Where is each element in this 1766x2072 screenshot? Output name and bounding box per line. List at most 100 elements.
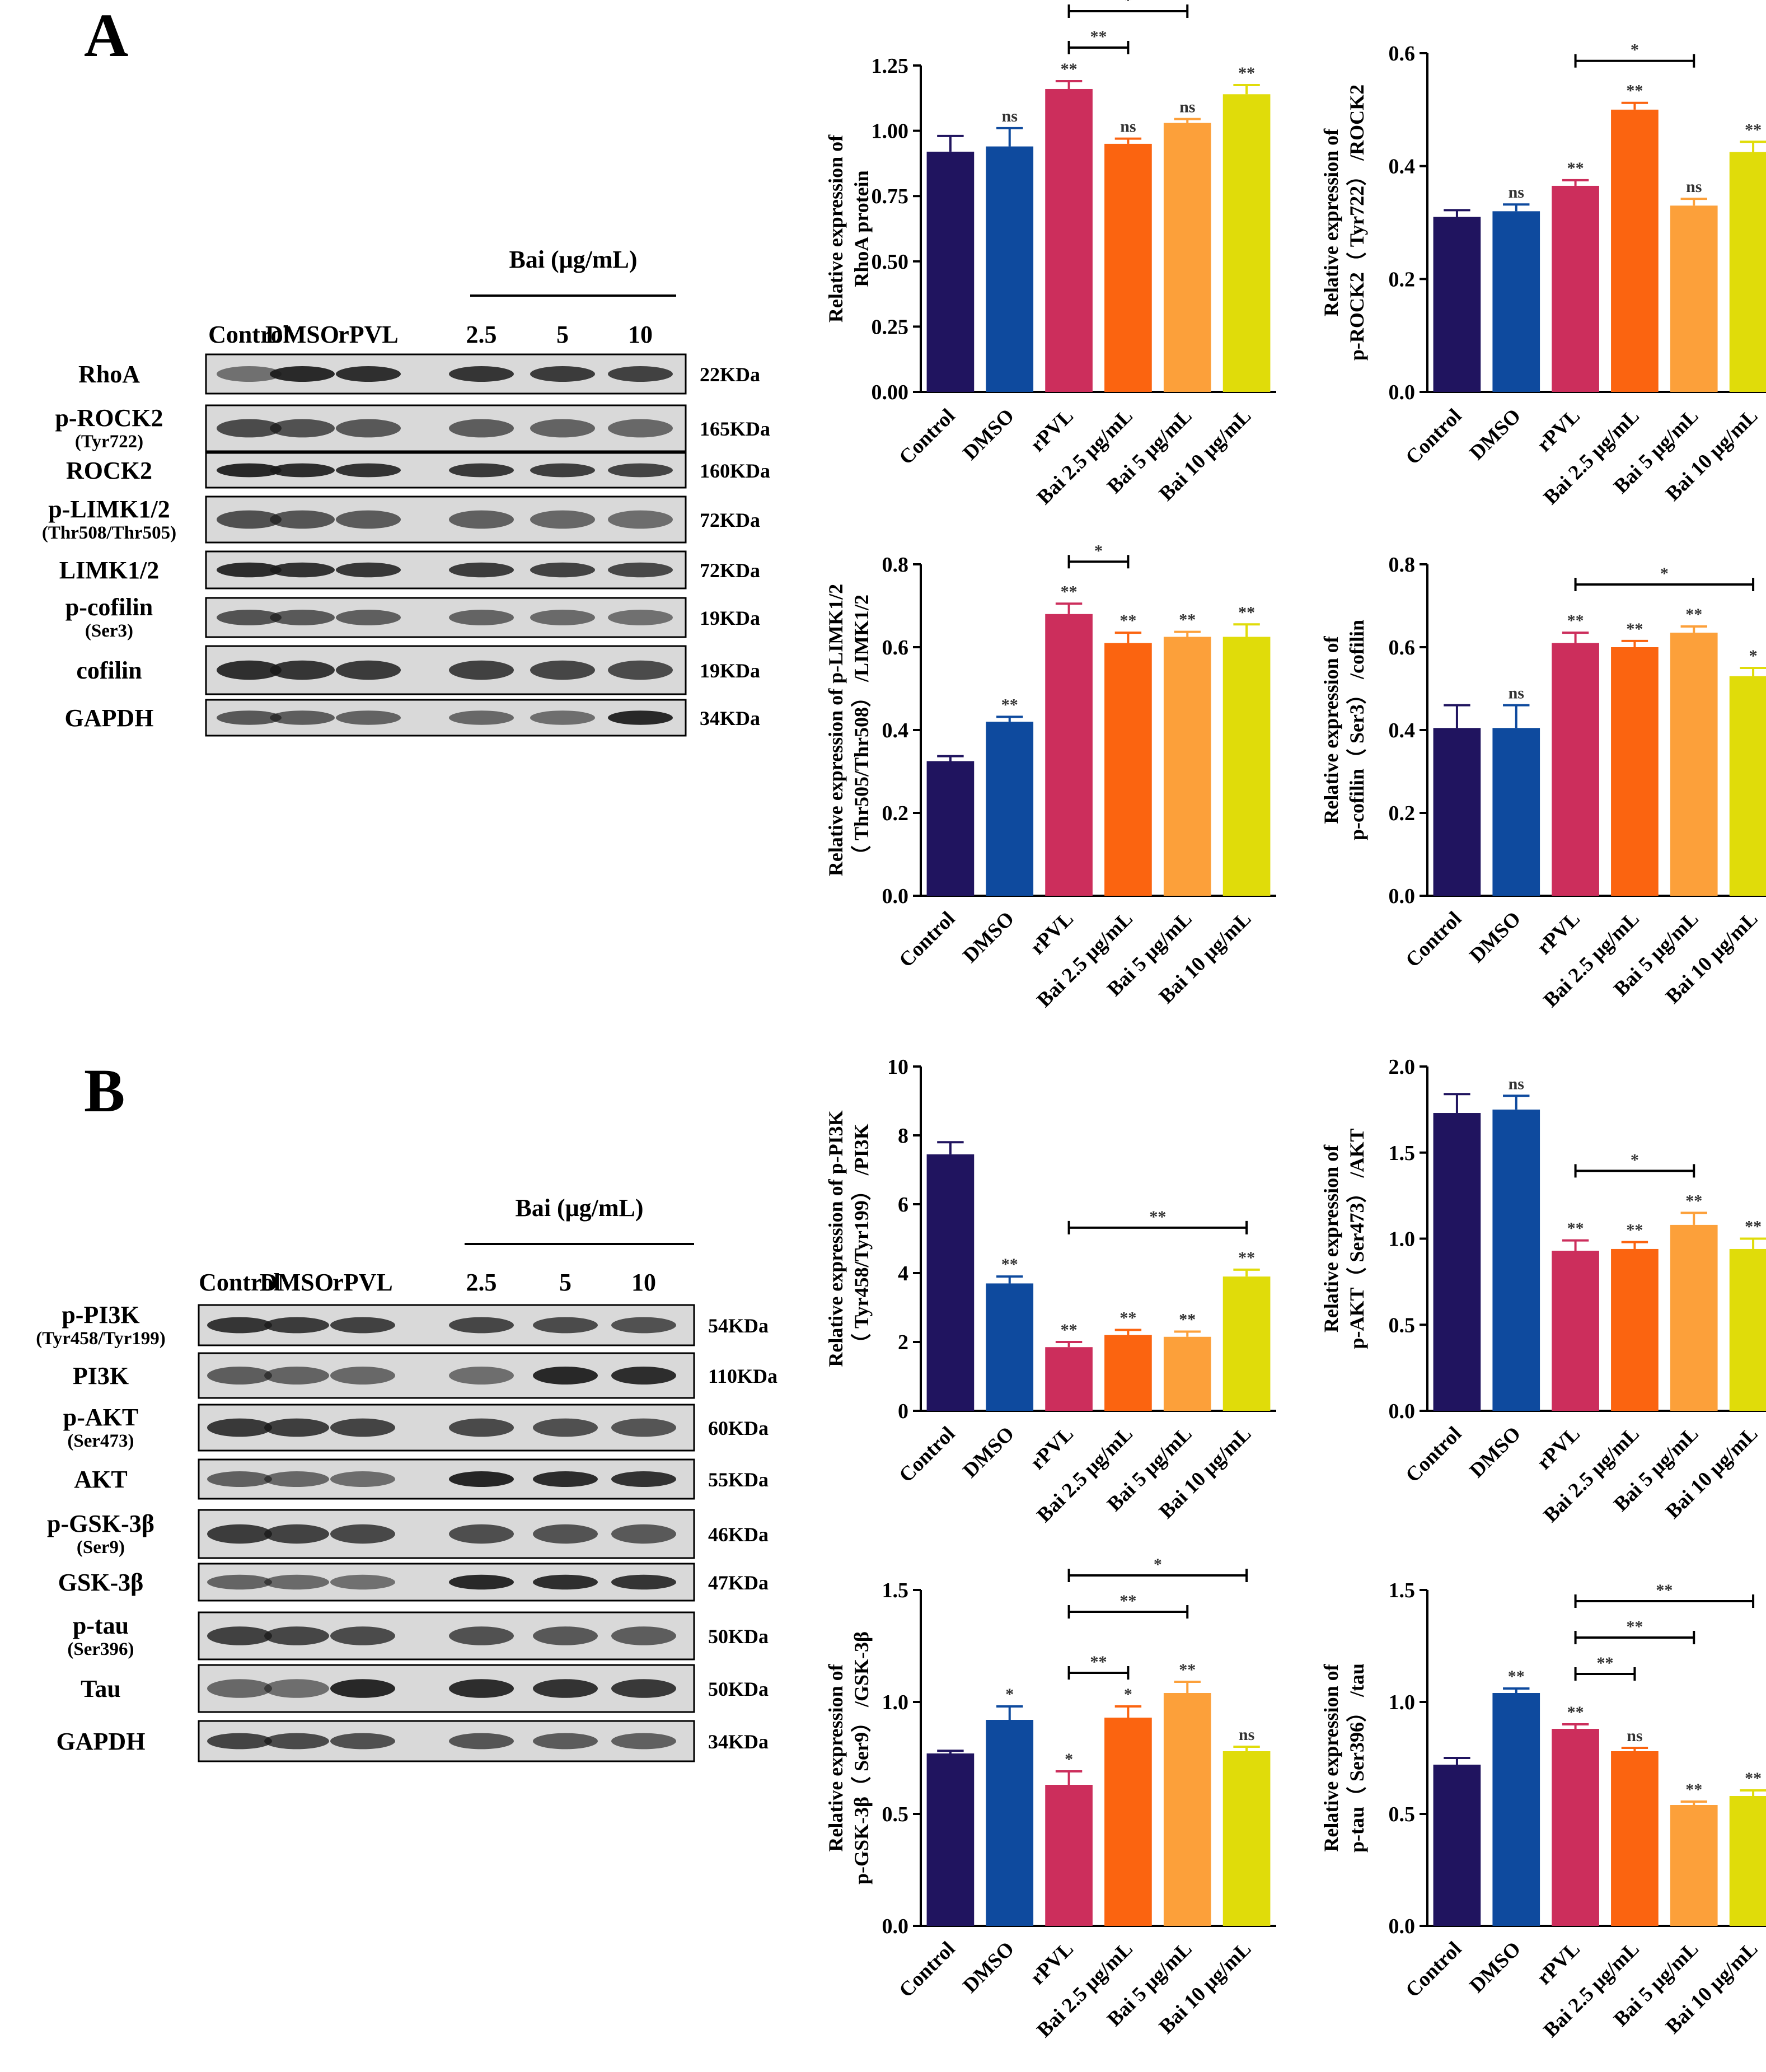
blot-row: GAPDH 34KDa [57,1720,769,1762]
lane-label: 5 [559,1269,572,1296]
panel-letter: B [84,1056,125,1125]
category-label: Control [895,1937,960,2002]
bar [926,151,975,392]
site-label: (Ser9) [77,1537,125,1557]
blot-band [449,366,514,382]
y-tick-label: 0.6 [882,636,909,660]
significance-label: ** [1626,1221,1643,1240]
bar [1163,637,1211,896]
blot-band [611,1679,676,1698]
y-tick-label: 0.0 [1389,1400,1416,1423]
lane-label: 2.5 [466,1269,497,1296]
lane-label: Control [199,1269,280,1296]
category-label: DMSO [959,907,1019,967]
blot-band [217,660,282,680]
blot-band [270,463,335,478]
blot-row: p-PI3K(Tyr458/Tyr199) 54KDa [36,1301,769,1349]
blot-band [533,1317,598,1334]
bar [1222,637,1271,896]
lane-label: DMSO [260,1269,334,1296]
significance-label: ** [1179,1661,1196,1679]
comparison-label: * [1094,541,1103,560]
significance-label: ns [1627,1727,1642,1745]
y-tick-label: 4 [898,1262,908,1285]
comparison-label: * [1660,564,1669,583]
bar [1433,728,1481,896]
bar [926,1753,975,1926]
y-tick-label: 0.0 [882,885,909,908]
blot-band [608,610,673,625]
y-tick-label: 0.00 [872,381,909,404]
y-axis-title-line: Relative expression of [1320,635,1342,824]
blot-band [533,1574,598,1590]
y-tick-label: 0.0 [882,1915,909,1938]
lane-label: rPVL [332,1269,393,1296]
blot-band [449,1626,514,1645]
blot-band [207,1317,272,1334]
bar-chart: 0.0 0.5 1.0 1.5 2.0 Relative expression of p-A… [1320,1055,1766,1527]
y-tick-label: 8 [898,1124,908,1148]
y-tick-label: 0.5 [1389,1313,1416,1337]
blot-band [336,510,401,529]
kda-label: 54KDa [708,1315,769,1337]
category-label: rPVL [1533,404,1585,456]
blot-band [264,1418,329,1437]
significance-label: ** [1745,1218,1762,1236]
y-axis-title-line: （ Tyr458/Tyr199） /PI3K [850,1124,873,1354]
blot-band [336,419,401,438]
kda-label: 22KDa [700,363,760,386]
y-axis-title: Relative expression of p-ROCK2（ Tyr722） /… [1320,85,1368,361]
blot-band [611,1626,676,1645]
site-label: (Ser3) [85,621,133,641]
category-label: Control [895,1422,960,1487]
blot-band [330,1317,395,1334]
y-tick-label: 0.4 [882,719,909,742]
lane-label: Control [208,321,290,348]
blot-band [608,660,673,680]
blot-band [608,710,673,725]
blot-band [264,1733,329,1750]
category-label: DMSO [959,1422,1019,1482]
blot-band [217,419,282,438]
bar-chart: 0.0 0.5 1.0 1.5 Relative expression of p-GSK-… [825,1555,1276,2042]
blot-row: p-AKT(Ser473) 60KDa [63,1404,769,1452]
blot-band [207,1471,272,1487]
kda-label: 165KDa [700,418,770,440]
category-label: Control [895,404,960,469]
y-tick-label: 6 [898,1193,908,1217]
y-axis-title: Relative expression of RhoA protein [825,134,873,322]
blot-band [611,1418,676,1437]
significance-label: * [1749,647,1758,665]
protein-label: ROCK2 [66,457,152,484]
blot-band [336,660,401,680]
bar [1670,1224,1718,1411]
y-tick-label: 1.25 [872,54,909,78]
y-axis-title-line: p-tau（ Ser396） /tau [1346,1663,1368,1853]
blot-band [207,1524,272,1544]
blot-band [330,1733,395,1750]
protein-label: PI3K [73,1362,129,1390]
category-label: Control [1402,907,1467,972]
blot-band [530,610,595,625]
significance-label: ** [1508,1667,1525,1686]
bar-chart: 0 2 4 6 8 10 Relative expression of p-PI3K （ Ty… [825,1055,1276,1527]
site-label: (Ser473) [67,1431,134,1451]
blot-band [533,1367,598,1385]
bar [1729,152,1766,392]
significance-label: ** [1567,1703,1584,1722]
bar [986,722,1034,896]
blot-band [217,463,282,478]
y-tick-label: 0.0 [1389,885,1416,908]
protein-label: p-GSK-3β [47,1510,154,1537]
kda-label: 160KDa [700,460,770,482]
y-axis-title: Relative expression of p-AKT（ Ser473） /AK… [1320,1128,1368,1349]
kda-label: 55KDa [708,1468,769,1491]
significance-label: ** [1626,620,1643,638]
blot-band [264,1524,329,1544]
y-tick-label: 0.8 [1389,553,1416,577]
y-axis-title-line: Relative expression of [1320,128,1342,316]
bar [1552,1729,1599,1926]
lane-label: 5 [556,321,569,348]
y-tick-label: 2.0 [1389,1055,1416,1079]
blot-band [608,562,673,578]
